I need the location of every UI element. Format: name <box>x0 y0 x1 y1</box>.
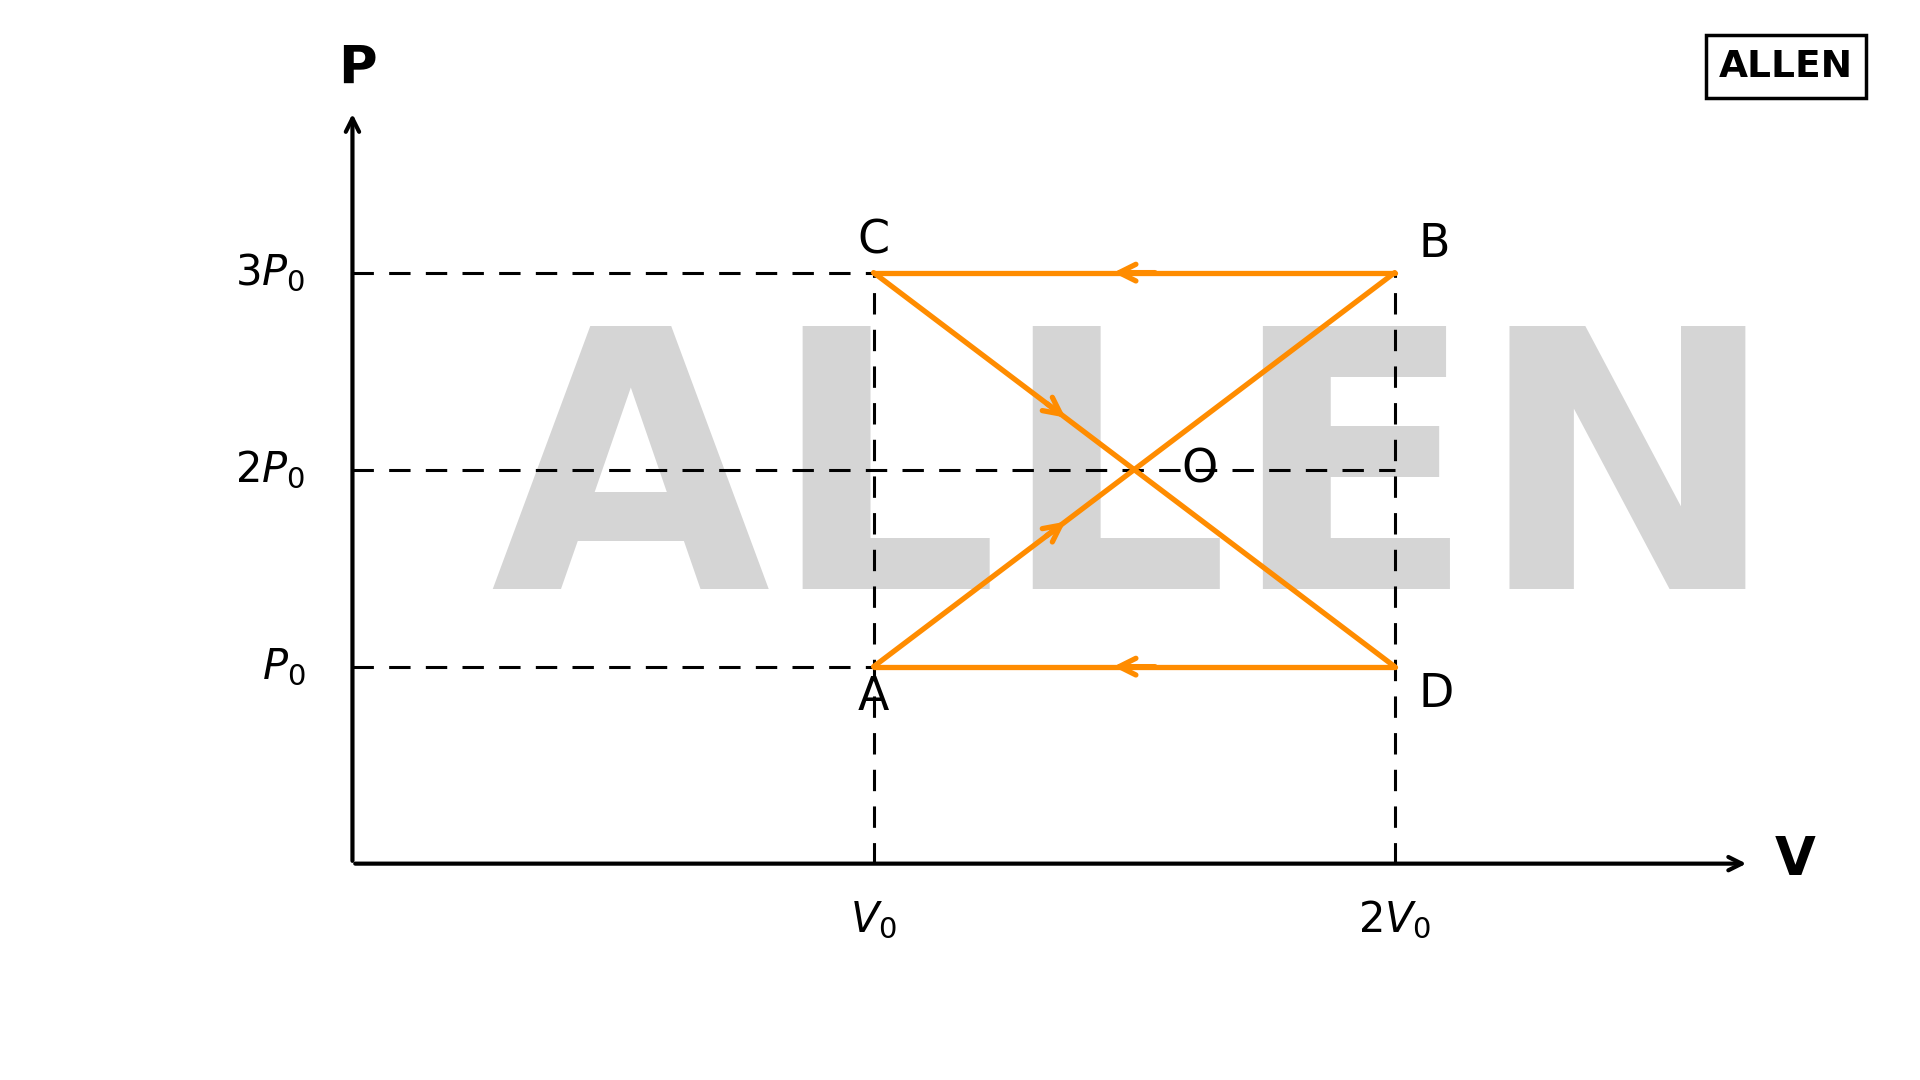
Text: ALLEN: ALLEN <box>1718 49 1853 84</box>
Text: O: O <box>1181 447 1217 492</box>
Text: ALLEN: ALLEN <box>490 315 1778 664</box>
Text: P: P <box>338 43 376 95</box>
Text: A: A <box>858 675 889 720</box>
Text: D: D <box>1419 672 1453 717</box>
Text: $3P_0$: $3P_0$ <box>236 252 305 294</box>
Text: $P_0$: $P_0$ <box>261 646 305 688</box>
Text: $2P_0$: $2P_0$ <box>236 448 305 490</box>
Text: C: C <box>858 219 889 264</box>
Text: B: B <box>1419 222 1450 267</box>
Text: V: V <box>1776 834 1816 886</box>
Text: $2V_0$: $2V_0$ <box>1357 900 1432 942</box>
Text: $V_0$: $V_0$ <box>851 900 897 941</box>
